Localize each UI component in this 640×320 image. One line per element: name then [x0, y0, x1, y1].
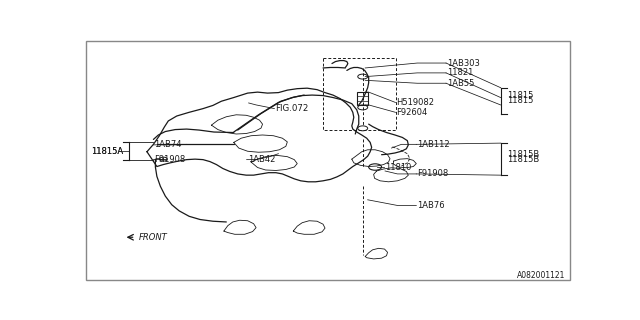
Bar: [357, 92, 368, 105]
Text: 1AB42: 1AB42: [248, 155, 275, 164]
Text: FIG.072: FIG.072: [275, 104, 308, 113]
Text: F91908: F91908: [154, 155, 186, 164]
Text: 1AB74: 1AB74: [154, 140, 182, 149]
Text: 1AB303: 1AB303: [447, 59, 480, 68]
Text: A082001121: A082001121: [516, 271, 565, 280]
Text: 11815B: 11815B: [508, 150, 540, 159]
Text: FRONT: FRONT: [138, 233, 167, 242]
Text: 11815B: 11815B: [508, 155, 540, 164]
Text: 1AB55: 1AB55: [447, 79, 474, 88]
Text: 11815A: 11815A: [91, 147, 123, 156]
Text: F91908: F91908: [417, 169, 449, 179]
Text: 11810: 11810: [385, 163, 412, 172]
Text: 11815: 11815: [508, 91, 534, 100]
Text: 1AB76: 1AB76: [417, 201, 445, 210]
Text: 11815A: 11815A: [91, 147, 123, 156]
Text: H519082: H519082: [396, 98, 435, 107]
Text: 1AB112: 1AB112: [417, 140, 450, 149]
Text: F92604: F92604: [396, 108, 428, 117]
Text: 11815: 11815: [508, 96, 534, 105]
Text: 11821: 11821: [447, 68, 474, 77]
